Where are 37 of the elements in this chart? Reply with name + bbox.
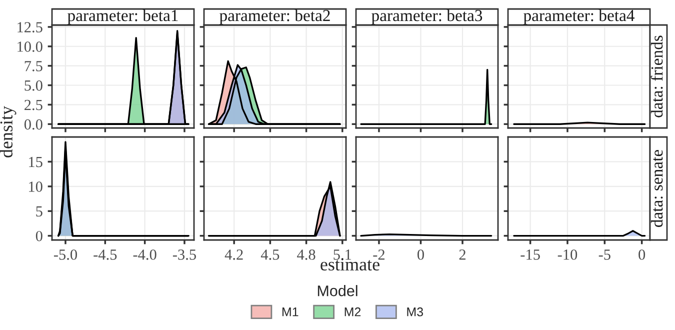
y-tick-label: 0	[36, 230, 42, 242]
x-tick-label: -2	[373, 250, 384, 260]
x-tick-label: -5.0	[54, 249, 77, 260]
legend-label: M1	[282, 308, 298, 316]
x-tick-label: 4.5	[260, 250, 280, 260]
x-tick-label: 0	[418, 249, 424, 260]
x-tick-label: 2	[459, 250, 466, 260]
y-tick-label: 10.0	[18, 42, 42, 52]
legend-title: Model	[318, 285, 358, 296]
x-tick-label: -3.5	[172, 250, 196, 260]
x-tick-label: -15	[520, 250, 540, 260]
x-tick-label: -10	[558, 249, 578, 260]
y-axis-title: density	[0, 106, 16, 158]
y2-axis-title: data: senate	[650, 150, 663, 227]
chart-title: parameter: beta3	[372, 9, 482, 25]
y-tick-label: 5	[36, 206, 42, 217]
x-tick-label: 4.8	[297, 249, 316, 260]
y-tick-label: 0.0	[24, 119, 42, 130]
y-tick-label: 2.5	[24, 100, 42, 110]
y-tick-label: 12.5	[18, 22, 42, 32]
chart-title: parameter: beta1	[68, 9, 178, 25]
legend-label: M2	[344, 307, 361, 316]
chart-title: parameter: beta2	[220, 9, 330, 25]
y-tick-label: 10	[29, 182, 42, 192]
x-tick-label: -4.5	[94, 250, 117, 260]
x-tick-label: 0	[638, 249, 646, 260]
y2-axis-title: data: friends	[650, 36, 663, 118]
y-tick-label: 15	[29, 156, 42, 168]
y-tick-label: 7.5	[24, 61, 42, 72]
chart-title: parameter: beta4	[524, 9, 634, 25]
x-tick-label: -4.0	[133, 249, 156, 260]
x-tick-label: 5.1	[334, 250, 352, 260]
x-tick-label: -5	[598, 250, 610, 260]
x-tick-label: 4.2	[224, 250, 243, 260]
x-axis-title: estimate	[320, 258, 380, 271]
y-tick-label: 5.0	[24, 80, 42, 91]
legend-label: M3	[407, 307, 423, 316]
